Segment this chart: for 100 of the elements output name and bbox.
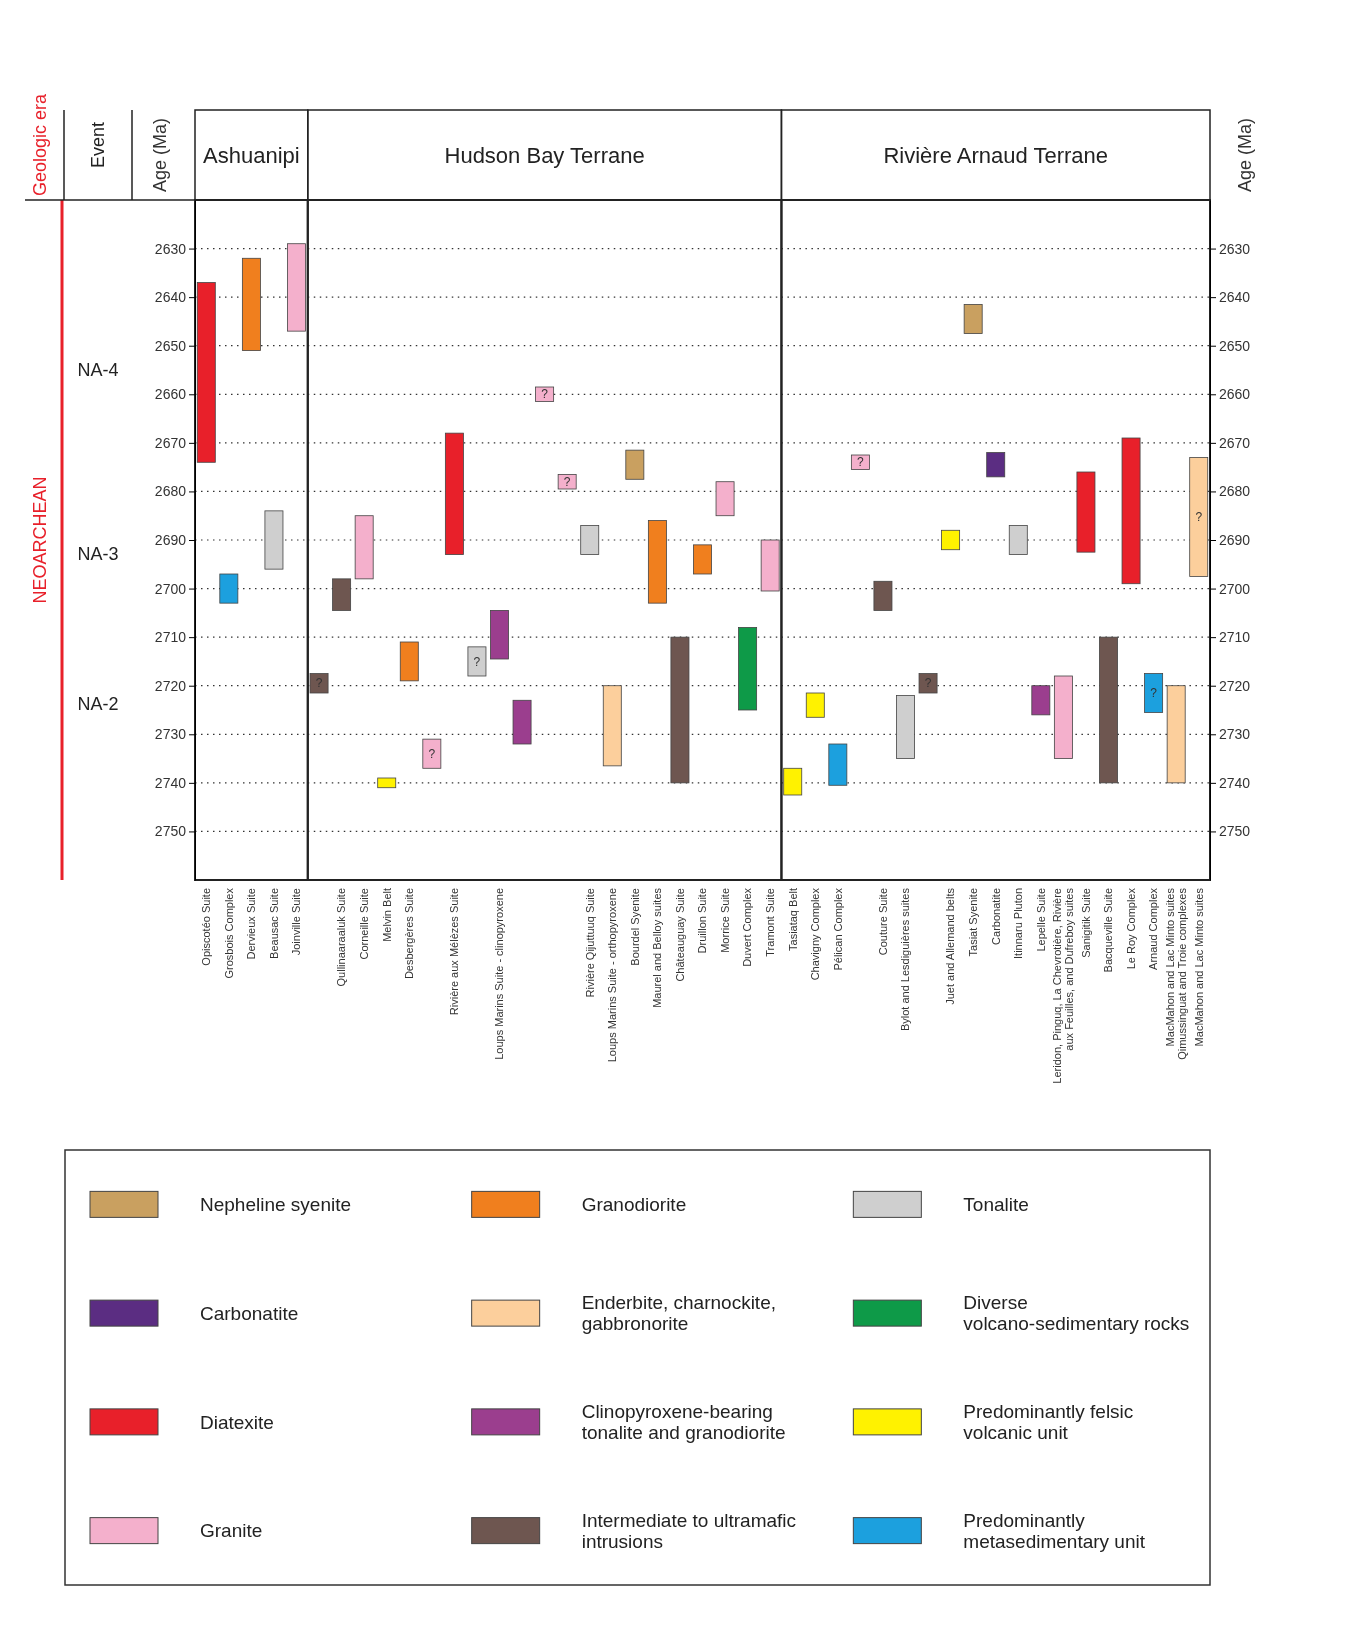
y-tick-label: 2660 [154, 386, 187, 403]
x-tick-label: Couture Suite [876, 888, 889, 956]
x-tick-label: MacMahon and Lac Minto suites [1192, 887, 1205, 1047]
chart-title: Rivière Arnaud Terrane [883, 142, 1109, 168]
x-tick-label: Maurel and Belloy suites [651, 887, 664, 1008]
y-tick-label: 2720 [154, 677, 187, 694]
bar [354, 515, 374, 580]
y-tick-label: 2680 [154, 483, 187, 500]
x-tick-label: Bacqueville Suite [1102, 888, 1115, 973]
legend-label: Predominantly felsic volcanic unit [963, 1401, 1134, 1443]
bar [422, 738, 442, 769]
y-tick-label: 2740 [154, 774, 187, 791]
bar [828, 743, 848, 786]
bar [377, 777, 397, 789]
bar [670, 636, 690, 784]
bar [1121, 437, 1141, 585]
y-tick-label: 2710 [154, 629, 187, 646]
y-tick-label: 2650 [154, 337, 187, 354]
bar [309, 673, 329, 694]
legend-label: Granodiorite [581, 1194, 687, 1216]
bar [986, 452, 1006, 478]
data-label: ? [1195, 510, 1203, 525]
data-label: ? [563, 474, 571, 489]
x-tick-label: Druillon Suite [696, 888, 709, 954]
y-tick-label: 2630 [154, 240, 187, 257]
x-tick-label: Duvert Complex [741, 887, 754, 967]
bar [467, 646, 487, 677]
x-tick-label: Morrice Suite [718, 888, 731, 953]
bar [1076, 471, 1096, 553]
x-tick-label: Opiscotéo Suite [200, 888, 213, 966]
x-tick-label: Tasiataq Belt [786, 888, 799, 951]
bar [580, 525, 600, 555]
y2-tick-label: 2660 [1219, 386, 1251, 403]
x-tick-label: Tasiat Syenite [967, 888, 980, 957]
bar [760, 539, 780, 592]
legend-label: Diatexite [200, 1411, 274, 1433]
data-label: ? [1150, 686, 1158, 701]
y2-tick-label: 2730 [1219, 726, 1251, 743]
y-tick-label: 2750 [154, 823, 187, 840]
bar [535, 386, 555, 402]
x-tick-label: Châteauguay Suite [673, 888, 686, 982]
text: NA-2 [77, 693, 119, 714]
y2-tick-label: 2680 [1219, 483, 1251, 500]
x-tick-label: Arnaud Complex [1147, 887, 1160, 970]
x-tick-label: Joinville Suite [290, 888, 303, 956]
y2-axis-title: Age (Ma) [1235, 117, 1256, 193]
y2-tick-label: 2720 [1219, 677, 1251, 694]
x-tick-label: Desbergères Suite [403, 888, 416, 980]
y-tick-label: 2640 [154, 289, 187, 306]
y2-tick-label: 2670 [1219, 434, 1251, 451]
x-tick-label: Dervieux Suite [245, 888, 258, 960]
y2-tick-label: 2630 [1219, 240, 1251, 257]
y-tick-label: 2690 [154, 531, 187, 548]
x-tick-label: Bylot and Lesdiguières suites [899, 887, 912, 1032]
bar [715, 481, 735, 517]
chart-title: Hudson Bay Terrane [444, 142, 645, 168]
bar [1053, 675, 1073, 759]
y-axis-title: Age (Ma) [150, 117, 171, 193]
x-tick-label: Chavigny Complex [809, 887, 822, 981]
x-tick-label: Tramont Suite [764, 888, 777, 957]
x-tick-label: Juet and Allemand belts [944, 887, 957, 1005]
x-tick-label: Itinnaru Pluton [1012, 888, 1025, 959]
bar [1031, 685, 1051, 716]
legend-label: Carbonatite [200, 1302, 299, 1324]
x-tick-label: Beausac Suite [267, 888, 280, 959]
chart-title: Ashuanipi [203, 142, 300, 168]
bar [625, 449, 645, 480]
bar [1166, 685, 1186, 784]
text: NEOARCHEAN [30, 476, 51, 604]
x-tick-label: Leridon, Pinguq, La Chevrotière, Rivière aux Feuilles, and Dufreboy suites [1051, 887, 1076, 1084]
x-tick-label: Rivière aux Mélèzes Suite [448, 888, 461, 1016]
legend-label: Tonalite [963, 1194, 1029, 1216]
x-tick-label: Lepelle Suite [1034, 888, 1047, 952]
x-tick-label: Rivière Qijuttuuq Suite [583, 888, 596, 998]
x-tick-label: Qullinaaraaluk Suite [335, 888, 348, 987]
text: Event [88, 121, 109, 169]
y-tick-label: 2700 [154, 580, 187, 597]
bar [1099, 636, 1118, 784]
y-tick-label: 2670 [154, 434, 187, 451]
bar [512, 699, 532, 745]
x-tick-label: Le Roy Complex [1124, 887, 1137, 970]
bar [1189, 457, 1209, 577]
x-tick-label: Bourdel Syenite [628, 888, 641, 966]
bar [647, 520, 667, 604]
bar [399, 641, 419, 682]
x-tick-label: Grosbois Complex [222, 887, 235, 979]
bar [557, 474, 577, 490]
legend-label: Nepheline syenite [200, 1194, 352, 1216]
y2-tick-label: 2750 [1219, 823, 1251, 840]
data-label: ? [473, 654, 481, 669]
bar [896, 695, 915, 759]
bar [693, 544, 712, 575]
bar [850, 454, 870, 470]
text: NA-4 [77, 360, 119, 381]
legend-label: Enderbite, charnockite, gabbronorite [581, 1292, 777, 1335]
bar [490, 610, 509, 660]
x-tick-label: Loups Marins Suite - orthopyroxene [606, 888, 619, 1063]
bar [332, 578, 352, 611]
y-tick-label: 2730 [154, 726, 187, 743]
bar [963, 304, 983, 334]
